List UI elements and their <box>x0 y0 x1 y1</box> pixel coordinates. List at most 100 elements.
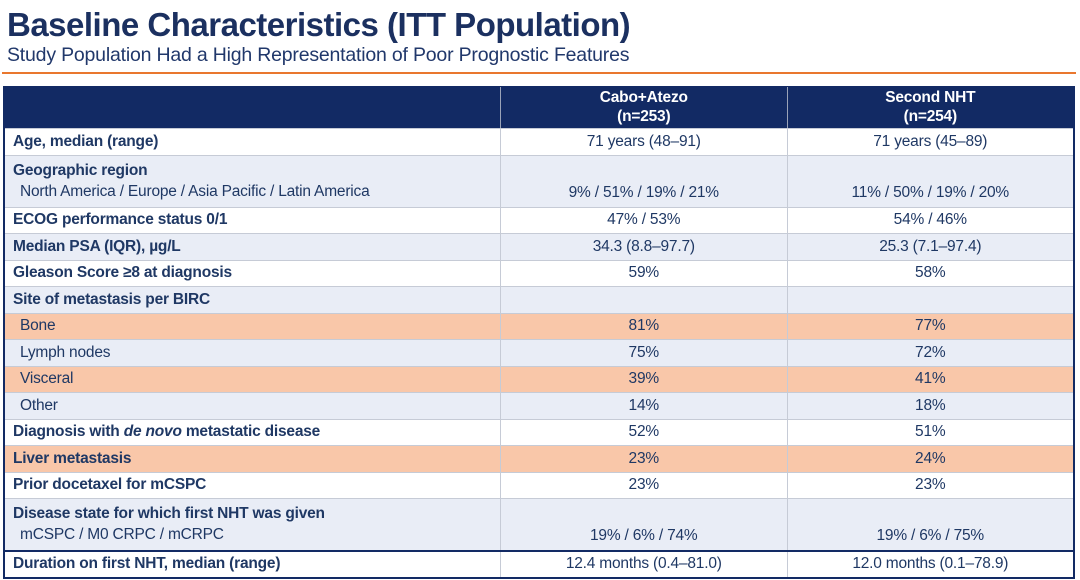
cabo-atezo-value: 75% <box>500 340 787 366</box>
value-text: 59% <box>628 264 660 282</box>
cabo-atezo-value: 39% <box>500 366 787 392</box>
row-label: Lymph nodes <box>20 343 111 361</box>
table-row: Visceral 39% 41% <box>5 365 1074 393</box>
row-label: ECOG performance status 0/1 <box>13 211 228 229</box>
value-text: 23% <box>628 476 660 494</box>
row-label-cell: Median PSA (IQR), µg/L <box>5 234 500 260</box>
value-text: 77% <box>915 317 946 335</box>
row-label-cell: Liver metastasis <box>5 446 500 472</box>
value-text: 12.0 months (0.1–78.9) <box>852 555 1009 573</box>
cabo-atezo-value: 52% <box>500 419 787 445</box>
second-nht-value: 71 years (45–89) <box>786 129 1074 155</box>
cabo-atezo-value: 12.4 months (0.4–81.0) <box>500 552 787 577</box>
second-nht-value: 19% / 6% / 75% <box>786 499 1074 550</box>
row-label-cell: Prior docetaxel for mCSPC <box>5 473 500 499</box>
row-label: Other <box>20 396 58 414</box>
table-row: ECOG performance status 0/1 47% / 53% 54% … <box>5 206 1073 234</box>
value-text: 81% <box>628 317 660 335</box>
row-label-cell: Visceral <box>5 367 500 393</box>
value-text: 23% <box>915 476 946 494</box>
second-nht-value: 58% <box>786 260 1074 286</box>
row-label: Disease state for which first NHT was gi… <box>13 505 325 523</box>
header-col-label: Second NHT <box>885 89 976 107</box>
row-label-cell: Diagnosis with de novo metastatic diseas… <box>5 420 500 446</box>
row-label-cell: Age, median (range) <box>5 129 500 155</box>
row-label: Gleason Score ≥8 at diagnosis <box>13 264 232 282</box>
table-row: Duration on first NHT, median (range) 12.… <box>5 550 1073 577</box>
header-col-n: (n=253) <box>617 107 671 125</box>
second-nht-value: 77% <box>786 313 1074 339</box>
second-nht-value: 41% <box>786 366 1074 392</box>
cabo-atezo-value: 47% / 53% <box>500 207 787 233</box>
value-text: 39% <box>628 370 660 388</box>
value-text: 25.3 (7.1–97.4) <box>879 237 982 255</box>
row-label: Age, median (range) <box>13 132 159 150</box>
value-text: 11% / 50% / 19% / 20% <box>851 183 1010 201</box>
row-label-cell: Duration on first NHT, median (range) <box>5 552 500 577</box>
value-text: 71 years (48–91) <box>586 132 701 150</box>
table-row: Diagnosis with de novo metastatic diseas… <box>5 418 1074 446</box>
row-label: Median PSA (IQR), µg/L <box>13 237 181 255</box>
row-label-cell: ECOG performance status 0/1 <box>5 208 500 234</box>
value-text: 34.3 (8.8–97.7) <box>592 237 695 255</box>
value-text: 23% <box>628 449 660 467</box>
accent-divider <box>2 72 1076 74</box>
value-text: 9% / 51% / 19% / 21% <box>568 183 719 201</box>
row-label-cell: Other <box>5 393 500 419</box>
value-text: 12.4 months (0.4–81.0) <box>565 555 722 573</box>
header-second-nht-cell: Second NHT (n=254) <box>786 87 1074 128</box>
row-sublabel: North America / Europe / Asia Pacific / … <box>20 182 370 200</box>
table-row: Lymph nodes 75% 72% <box>5 339 1073 366</box>
table-row: Age, median (range) 71 years (48–91) 71 ye… <box>5 128 1073 155</box>
second-nht-value: 24% <box>786 446 1074 472</box>
second-nht-value: 18% <box>786 393 1074 419</box>
value-text: 75% <box>628 343 660 361</box>
row-label: Site of metastasis per BIRC <box>13 290 211 308</box>
value-text: 51% <box>915 423 946 441</box>
row-label-part: Diagnosis with <box>13 423 124 441</box>
value-text: 71 years (45–89) <box>873 132 988 150</box>
cabo-atezo-value: 81% <box>500 313 787 339</box>
row-sublabel: mCSPC / M0 CRPC / mCRPC <box>20 526 224 544</box>
table-row: Liver metastasis 23% 24% <box>5 445 1073 472</box>
value-text: 58% <box>915 264 946 282</box>
row-label: Prior docetaxel for mCSPC <box>13 476 207 494</box>
row-label: Visceral <box>20 370 74 388</box>
row-label: Liver metastasis <box>13 449 132 467</box>
value-text: 24% <box>915 449 946 467</box>
table-row: Gleason Score ≥8 at diagnosis 59% 58% <box>5 259 1074 286</box>
value-text: 14% <box>628 396 660 414</box>
page-title: Baseline Characteristics (ITT Population… <box>7 6 631 43</box>
value-text: 72% <box>915 343 946 361</box>
second-nht-value: 12.0 months (0.1–78.9) <box>786 552 1074 577</box>
table-row: Prior docetaxel for mCSPC 23% 23% <box>5 471 1074 499</box>
header-characteristic-cell <box>5 87 501 128</box>
cabo-atezo-value: 59% <box>500 260 787 286</box>
second-nht-value: 51% <box>786 419 1074 445</box>
row-label-cell: Disease state for which first NHT was gi… <box>5 499 500 550</box>
second-nht-value: 72% <box>786 340 1074 366</box>
table-row: Bone 81% 77% <box>5 312 1074 339</box>
table-row: Disease state for which first NHT was gi… <box>5 498 1073 550</box>
value-text: 19% / 6% / 75% <box>876 527 985 544</box>
second-nht-value: 23% <box>786 472 1074 498</box>
value-text: 19% / 6% / 74% <box>590 527 698 544</box>
value-text: 52% <box>628 423 660 441</box>
second-nht-value: 25.3 (7.1–97.4) <box>786 234 1074 260</box>
row-label-cell: Geographic region North America / Europe … <box>5 156 500 207</box>
second-nht-value <box>786 287 1074 313</box>
cabo-atezo-value: 23% <box>500 446 787 472</box>
table-row: Median PSA (IQR), µg/L 34.3 (8.8–97.7) 25.… <box>5 233 1073 260</box>
second-nht-value: 11% / 50% / 19% / 20% <box>786 155 1074 207</box>
row-label: Diagnosis with de novo metastatic diseas… <box>13 423 496 441</box>
header-cabo-atezo-cell: Cabo+Atezo (n=253) <box>500 87 787 128</box>
value-text: 18% <box>915 396 946 414</box>
table-row: Other 14% 18% <box>5 392 1073 419</box>
value-text: 54% / 46% <box>893 211 967 229</box>
row-label-cell: Lymph nodes <box>5 340 500 366</box>
table-row: Geographic region North America / Europe … <box>5 154 1074 207</box>
cabo-atezo-value <box>500 287 787 313</box>
table-row: Site of metastasis per BIRC <box>5 286 1073 313</box>
row-label: Geographic region <box>13 161 148 179</box>
